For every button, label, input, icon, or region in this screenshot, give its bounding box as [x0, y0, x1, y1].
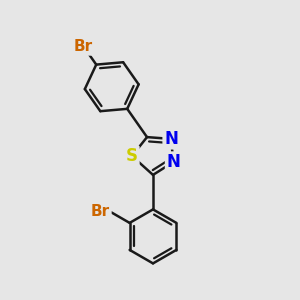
- Text: N: N: [164, 130, 178, 148]
- Text: Br: Br: [74, 39, 93, 54]
- Text: Br: Br: [91, 204, 110, 219]
- Text: N: N: [167, 153, 180, 171]
- Text: S: S: [126, 147, 138, 165]
